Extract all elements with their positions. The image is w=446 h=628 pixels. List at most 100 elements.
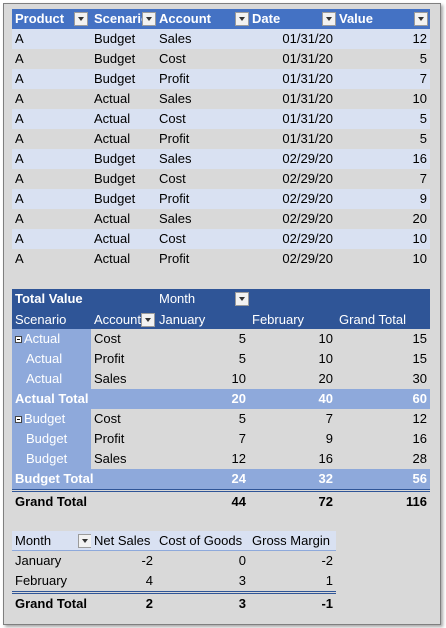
table-cell[interactable]: 01/31/20 bbox=[282, 71, 333, 86]
table-cell[interactable]: 10 bbox=[412, 91, 427, 106]
filter-dropdown-icon[interactable] bbox=[414, 12, 428, 26]
table-cell[interactable]: 02/29/20 bbox=[282, 191, 333, 206]
margin-total-value[interactable]: 2 bbox=[145, 596, 153, 611]
pivot-value[interactable]: 28 bbox=[412, 451, 427, 466]
table-cell[interactable]: A bbox=[15, 231, 24, 246]
table-cell[interactable]: Actual bbox=[94, 131, 131, 146]
table-cell[interactable]: Budget bbox=[94, 191, 136, 206]
pivot-group-label[interactable]: Budget bbox=[12, 429, 91, 449]
grand-total-value[interactable]: 116 bbox=[406, 494, 427, 509]
subtotal-label[interactable]: Actual Total bbox=[15, 391, 89, 406]
filter-dropdown-icon[interactable] bbox=[78, 534, 92, 548]
table-cell[interactable]: Budget bbox=[94, 71, 136, 86]
table-cell[interactable]: Sales bbox=[159, 31, 192, 46]
table-cell[interactable]: A bbox=[15, 131, 24, 146]
table-cell[interactable]: Profit bbox=[159, 71, 190, 86]
account-label[interactable]: Profit bbox=[94, 351, 125, 366]
table-cell[interactable]: Actual bbox=[94, 231, 131, 246]
account-label[interactable]: Cost bbox=[94, 331, 121, 346]
table-cell[interactable]: A bbox=[15, 111, 24, 126]
filter-dropdown-icon[interactable] bbox=[235, 292, 249, 306]
table-cell[interactable]: -2 bbox=[321, 553, 333, 568]
account-label[interactable]: Profit bbox=[94, 431, 125, 446]
table-cell[interactable]: 01/31/20 bbox=[282, 31, 333, 46]
table-cell[interactable]: 02/29/20 bbox=[282, 211, 333, 226]
pivot-value[interactable]: 7 bbox=[325, 411, 333, 426]
table-cell[interactable]: Sales bbox=[159, 91, 192, 106]
account-label[interactable]: Sales bbox=[94, 371, 127, 386]
pivot-value[interactable]: 20 bbox=[318, 371, 333, 386]
table-cell[interactable]: 5 bbox=[419, 111, 427, 126]
table-cell[interactable]: 4 bbox=[145, 573, 153, 588]
account-label[interactable]: Sales bbox=[94, 451, 127, 466]
margin-header-net-sales[interactable]: Net Sales bbox=[91, 531, 156, 551]
header-value[interactable]: Value bbox=[336, 9, 430, 29]
pivot-value[interactable]: 7 bbox=[238, 431, 246, 446]
pivot-value[interactable]: 15 bbox=[412, 331, 427, 346]
grand-total-value[interactable]: 72 bbox=[318, 494, 333, 509]
collapse-icon[interactable] bbox=[15, 336, 22, 344]
grand-total-value[interactable]: 44 bbox=[231, 494, 246, 509]
header-account[interactable]: Account bbox=[156, 9, 249, 29]
header-product[interactable]: Product bbox=[12, 9, 91, 29]
pivot-value[interactable]: 12 bbox=[412, 411, 427, 426]
table-cell[interactable]: Cost bbox=[159, 171, 186, 186]
margin-header-gross-margin[interactable]: Gross Margin bbox=[249, 531, 336, 551]
table-cell[interactable]: 3 bbox=[238, 573, 246, 588]
table-cell[interactable]: A bbox=[15, 171, 24, 186]
table-cell[interactable]: 7 bbox=[419, 171, 427, 186]
table-cell[interactable]: 10 bbox=[412, 231, 427, 246]
filter-dropdown-icon[interactable] bbox=[141, 313, 155, 327]
pivot-value[interactable]: 16 bbox=[412, 431, 427, 446]
table-cell[interactable]: 5 bbox=[419, 131, 427, 146]
table-cell[interactable]: 0 bbox=[238, 553, 246, 568]
pivot-row-field-account[interactable]: Account bbox=[91, 310, 156, 330]
table-cell[interactable]: Sales bbox=[159, 211, 192, 226]
table-cell[interactable]: 1 bbox=[325, 573, 333, 588]
pivot-value[interactable]: 5 bbox=[238, 331, 246, 346]
table-cell[interactable]: 01/31/20 bbox=[282, 131, 333, 146]
pivot-value[interactable]: 15 bbox=[412, 351, 427, 366]
table-cell[interactable]: -2 bbox=[141, 553, 153, 568]
table-cell[interactable]: A bbox=[15, 91, 24, 106]
pivot-value[interactable]: 5 bbox=[238, 411, 246, 426]
pivot-group-label[interactable]: Budget bbox=[12, 449, 91, 469]
table-cell[interactable]: A bbox=[15, 71, 24, 86]
table-cell[interactable]: Budget bbox=[94, 51, 136, 66]
pivot-column-field[interactable]: Month bbox=[156, 289, 249, 309]
filter-dropdown-icon[interactable] bbox=[322, 12, 336, 26]
subtotal-label[interactable]: Budget Total bbox=[15, 471, 94, 486]
table-cell[interactable]: Cost bbox=[159, 51, 186, 66]
table-cell[interactable]: A bbox=[15, 51, 24, 66]
table-cell[interactable]: 02/29/20 bbox=[282, 171, 333, 186]
pivot-value[interactable]: 10 bbox=[318, 331, 333, 346]
margin-total-value[interactable]: 3 bbox=[238, 596, 246, 611]
collapse-icon[interactable] bbox=[15, 416, 22, 424]
pivot-group-header[interactable]: Actual bbox=[12, 329, 91, 349]
pivot-group-label[interactable]: Actual bbox=[12, 369, 91, 389]
table-cell[interactable]: A bbox=[15, 31, 24, 46]
table-cell[interactable]: Actual bbox=[94, 251, 131, 266]
table-cell[interactable]: Profit bbox=[159, 251, 190, 266]
subtotal-value[interactable]: 60 bbox=[412, 391, 427, 406]
pivot-value[interactable]: 16 bbox=[318, 451, 333, 466]
table-cell[interactable]: 16 bbox=[412, 151, 427, 166]
table-cell[interactable]: Budget bbox=[94, 151, 136, 166]
filter-dropdown-icon[interactable] bbox=[74, 12, 88, 26]
table-cell[interactable]: Sales bbox=[159, 151, 192, 166]
pivot-group-header[interactable]: Budget bbox=[12, 409, 91, 429]
table-cell[interactable]: 20 bbox=[412, 211, 427, 226]
filter-dropdown-icon[interactable] bbox=[142, 12, 156, 26]
pivot-col-january[interactable]: January bbox=[159, 312, 206, 327]
table-cell[interactable]: 01/31/20 bbox=[282, 91, 333, 106]
table-cell[interactable]: Cost bbox=[159, 111, 186, 126]
subtotal-value[interactable]: 24 bbox=[231, 471, 246, 486]
filter-dropdown-icon[interactable] bbox=[235, 12, 249, 26]
table-cell[interactable]: January bbox=[15, 553, 62, 568]
table-cell[interactable]: 9 bbox=[419, 191, 427, 206]
margin-header-cost-of-goods[interactable]: Cost of Goods bbox=[156, 531, 249, 551]
table-cell[interactable]: 01/31/20 bbox=[282, 111, 333, 126]
pivot-value[interactable]: 9 bbox=[325, 431, 333, 446]
table-cell[interactable]: Actual bbox=[94, 91, 131, 106]
pivot-title[interactable]: Total Value bbox=[15, 291, 83, 306]
